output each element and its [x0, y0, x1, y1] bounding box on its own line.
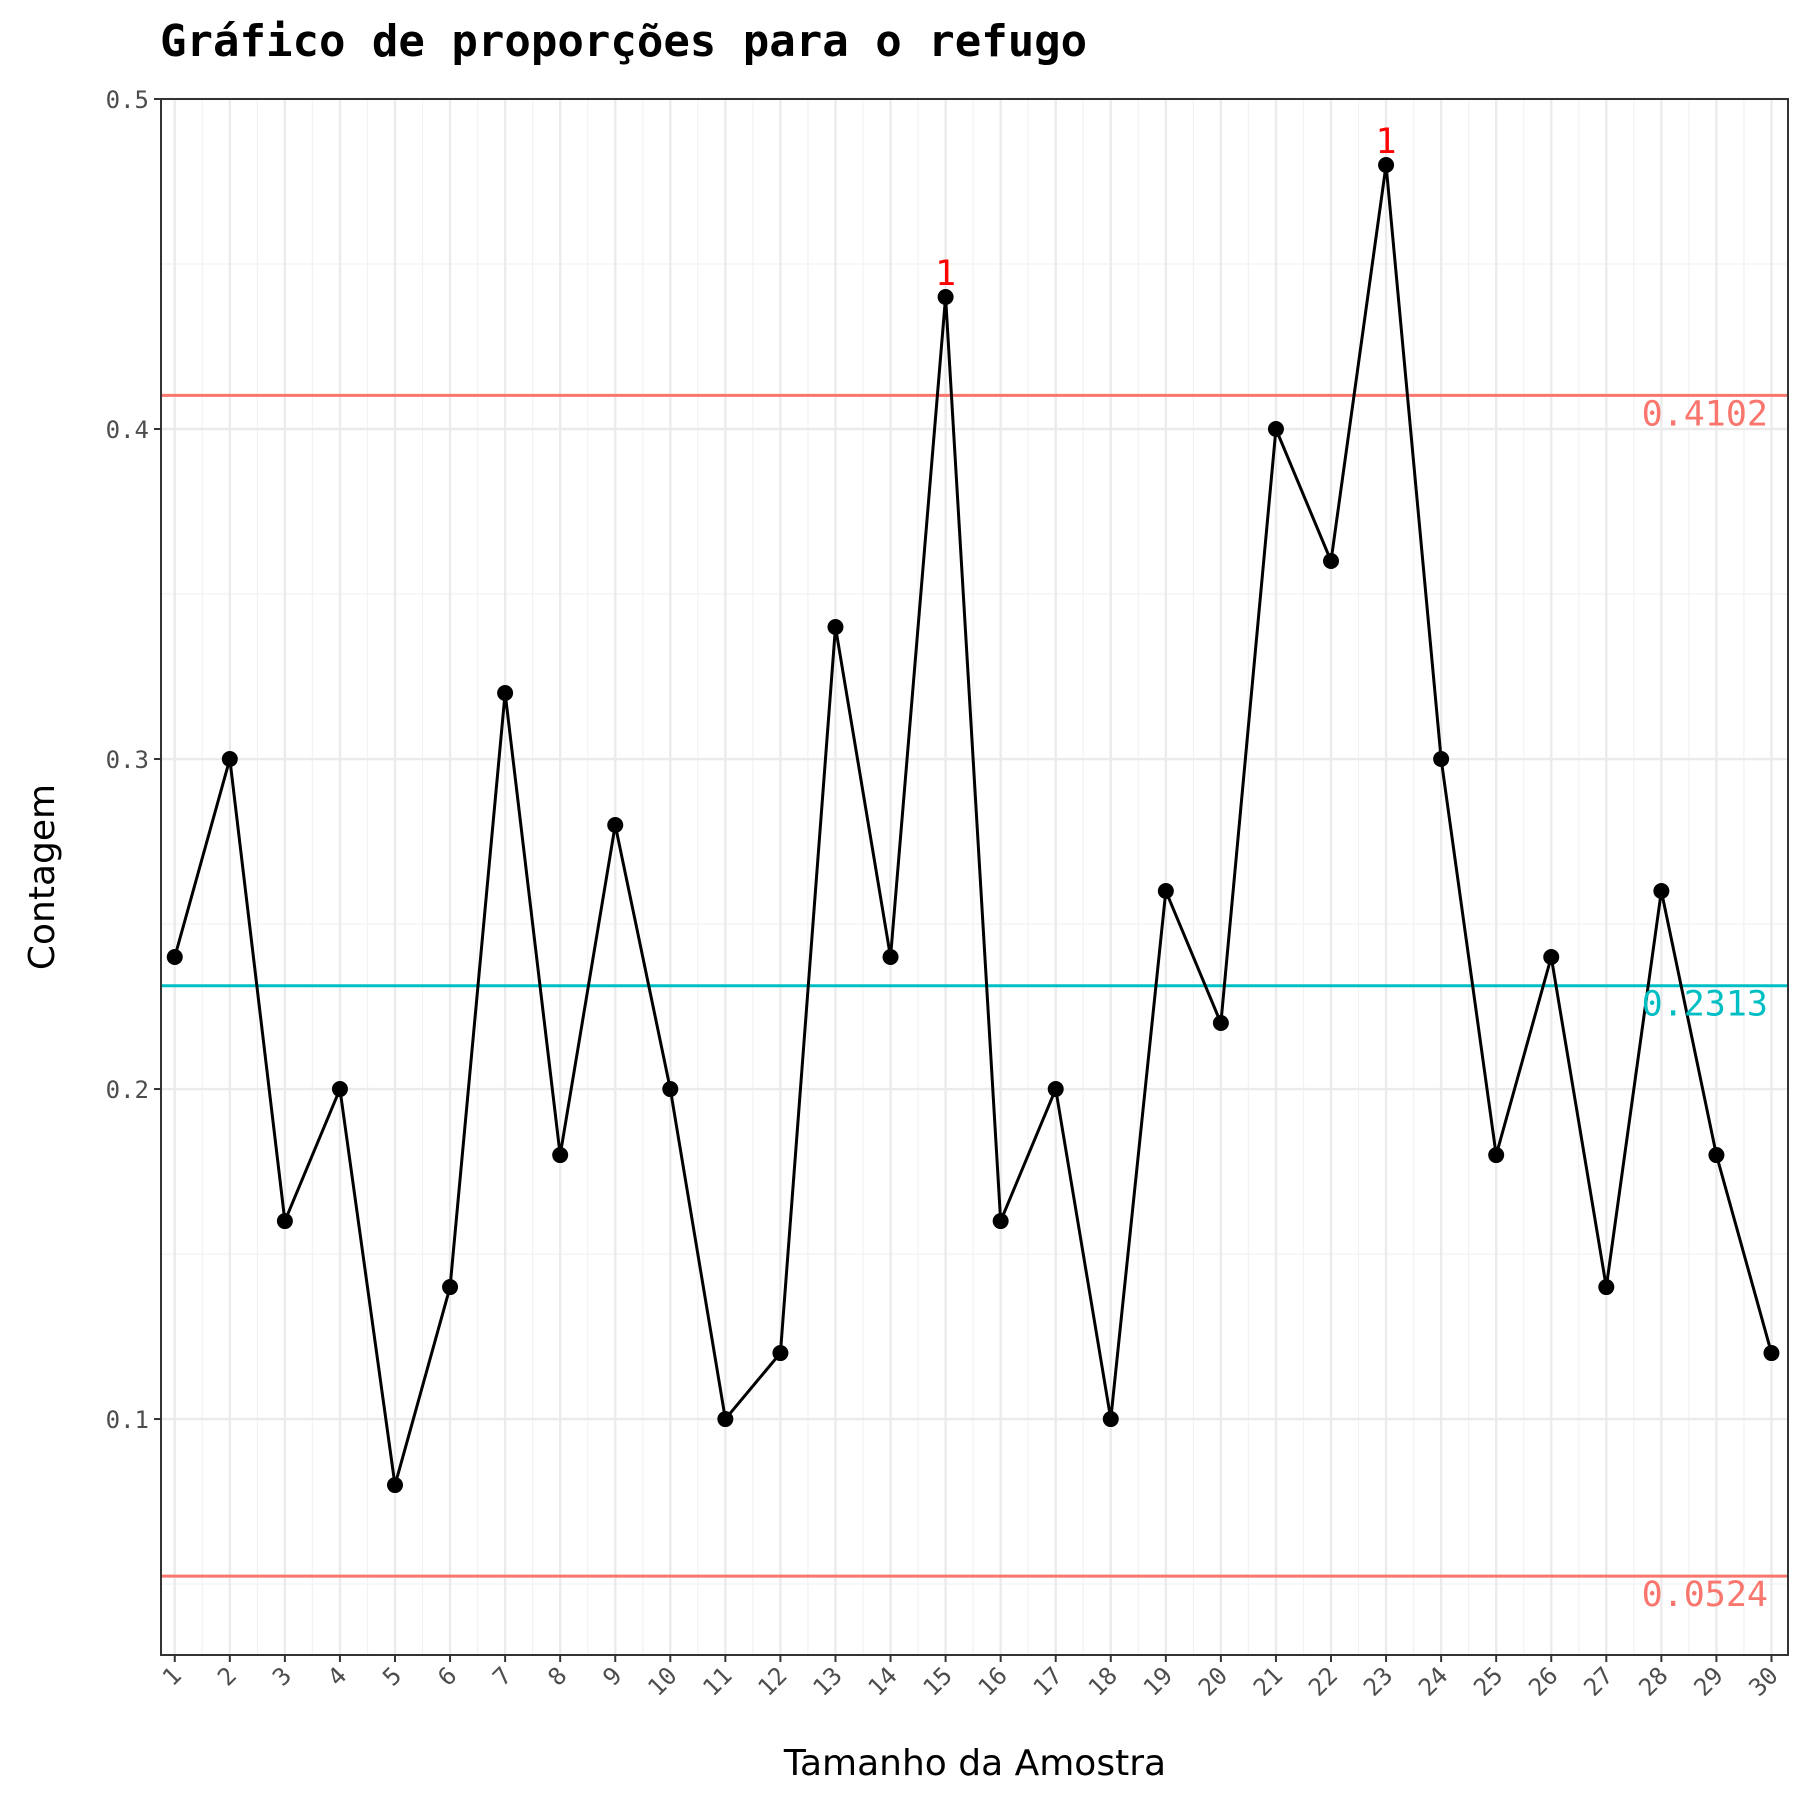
data-point [1047, 1081, 1064, 1098]
control-limits-layer [161, 393, 1788, 1578]
limit-labels-layer: 1 1 0.4102 0.2313 0.0524 [935, 122, 1768, 1615]
data-point [1598, 1279, 1615, 1296]
data-point [1323, 553, 1340, 570]
data-point [221, 751, 238, 768]
data-point [882, 949, 899, 966]
data-point [607, 817, 624, 834]
data-point [1653, 883, 1670, 900]
data-point [717, 1411, 734, 1428]
data-point [442, 1279, 459, 1296]
series-line [173, 163, 1773, 1487]
y-tick-label: 0.4 [106, 416, 149, 444]
data-point [552, 1147, 569, 1164]
data-point [166, 949, 183, 966]
data-point [1378, 157, 1395, 174]
y-tick-label: 0.5 [106, 86, 149, 114]
y-tick-label: 0.2 [106, 1076, 149, 1104]
data-point [662, 1081, 679, 1098]
data-point [827, 619, 844, 636]
data-point [497, 685, 514, 702]
x-axis-title: Tamanho da Amostra [783, 1743, 1166, 1784]
y-tick-label: 0.3 [106, 746, 149, 774]
data-point [937, 289, 954, 306]
data-point [276, 1213, 293, 1230]
data-point [1433, 751, 1450, 768]
out-of-control-flag: 1 [935, 254, 956, 294]
y-axis-title: Contagem [22, 784, 63, 970]
data-point [1543, 949, 1560, 966]
out-of-control-flag: 1 [1376, 122, 1397, 162]
data-point [1267, 421, 1284, 438]
data-point [1102, 1411, 1119, 1428]
data-point [1157, 883, 1174, 900]
series-layer [166, 157, 1780, 1494]
panel-border [160, 98, 1789, 1656]
data-point [1212, 1015, 1229, 1032]
data-point [992, 1213, 1009, 1230]
control-limit-label-ucl: 0.4102 [1642, 394, 1768, 434]
grid-layer [161, 97, 1788, 1655]
data-point [772, 1345, 789, 1362]
control-limit-label-lcl: 0.0524 [1642, 1575, 1768, 1615]
data-point [1763, 1345, 1780, 1362]
data-point [331, 1081, 348, 1098]
data-point [387, 1477, 404, 1494]
chart-title: Gráfico de proporções para o refugo [160, 16, 1087, 67]
data-point [1488, 1147, 1505, 1164]
y-tick-label: 0.1 [106, 1406, 149, 1434]
data-point [1708, 1147, 1725, 1164]
control-limit-label-center: 0.2313 [1642, 985, 1768, 1025]
